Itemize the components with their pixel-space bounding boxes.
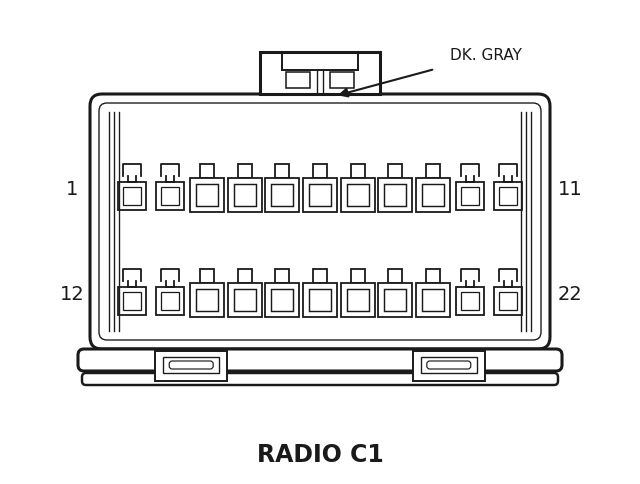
Bar xyxy=(384,289,406,311)
Bar xyxy=(426,270,440,284)
FancyBboxPatch shape xyxy=(169,361,213,369)
Bar xyxy=(309,184,331,207)
Bar xyxy=(422,289,444,311)
Bar xyxy=(266,284,300,318)
Bar xyxy=(238,270,252,284)
Bar xyxy=(384,184,406,207)
Bar xyxy=(196,184,218,207)
Bar xyxy=(238,165,252,179)
Bar xyxy=(313,270,327,284)
Bar xyxy=(275,165,289,179)
Bar xyxy=(190,284,224,318)
Bar xyxy=(156,351,227,381)
Bar xyxy=(330,73,354,89)
Bar xyxy=(234,289,256,311)
Bar xyxy=(494,287,522,316)
Bar xyxy=(200,270,214,284)
Bar xyxy=(388,165,402,179)
Text: DK. GRAY: DK. GRAY xyxy=(450,47,522,62)
Bar xyxy=(426,165,440,179)
Bar xyxy=(228,179,262,212)
Bar xyxy=(388,270,402,284)
Bar xyxy=(161,292,179,310)
Bar xyxy=(123,188,141,206)
Text: 11: 11 xyxy=(557,180,582,199)
Bar xyxy=(196,289,218,311)
Bar xyxy=(286,73,310,89)
Bar xyxy=(413,351,485,381)
Bar xyxy=(378,284,412,318)
Bar xyxy=(421,357,477,373)
FancyBboxPatch shape xyxy=(427,361,471,369)
Bar xyxy=(161,188,179,206)
Bar xyxy=(163,357,219,373)
Bar xyxy=(494,182,522,211)
Bar xyxy=(351,165,365,179)
Bar xyxy=(456,182,484,211)
Bar xyxy=(266,179,300,212)
Bar xyxy=(123,292,141,310)
Bar xyxy=(156,182,184,211)
Bar xyxy=(303,284,337,318)
Bar xyxy=(309,289,331,311)
Bar xyxy=(416,284,450,318)
Bar xyxy=(378,179,412,212)
Bar xyxy=(499,292,517,310)
Bar xyxy=(271,289,293,311)
Bar xyxy=(234,184,256,207)
Bar xyxy=(303,179,337,212)
Bar xyxy=(228,284,262,318)
Text: RADIO C1: RADIO C1 xyxy=(257,442,383,466)
Bar xyxy=(499,188,517,206)
Text: 12: 12 xyxy=(60,285,84,304)
Bar xyxy=(347,289,369,311)
FancyBboxPatch shape xyxy=(90,95,550,349)
Bar xyxy=(340,179,374,212)
Bar xyxy=(351,270,365,284)
Bar xyxy=(422,184,444,207)
Bar xyxy=(118,287,146,316)
FancyBboxPatch shape xyxy=(78,349,562,371)
FancyBboxPatch shape xyxy=(82,373,558,385)
Bar xyxy=(347,184,369,207)
Bar xyxy=(456,287,484,316)
Text: 1: 1 xyxy=(66,180,78,199)
Bar xyxy=(416,179,450,212)
Bar xyxy=(271,184,293,207)
Bar xyxy=(156,287,184,316)
Bar xyxy=(200,165,214,179)
Bar xyxy=(461,292,479,310)
Bar xyxy=(118,182,146,211)
Bar xyxy=(275,270,289,284)
Bar xyxy=(461,188,479,206)
Text: 22: 22 xyxy=(557,285,582,304)
Bar xyxy=(190,179,224,212)
Bar xyxy=(260,53,380,95)
Bar xyxy=(313,165,327,179)
Bar xyxy=(340,284,374,318)
